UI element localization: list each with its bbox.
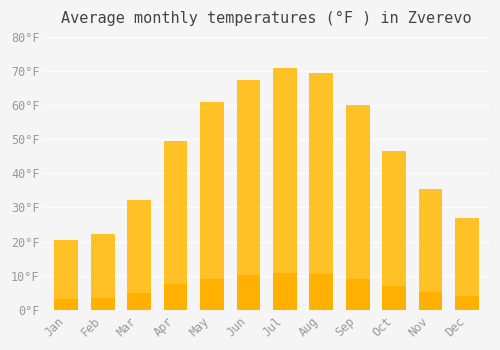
Bar: [128, 200, 151, 310]
Bar: [54, 299, 78, 310]
Bar: [382, 151, 406, 310]
Bar: [200, 102, 224, 310]
Bar: [455, 218, 479, 310]
Bar: [310, 274, 333, 310]
Bar: [273, 273, 296, 310]
Bar: [236, 80, 260, 310]
Bar: [273, 68, 296, 310]
Bar: [164, 285, 188, 310]
Bar: [128, 293, 151, 310]
Bar: [419, 189, 442, 310]
Title: Average monthly temperatures (°F ) in Zverevo: Average monthly temperatures (°F ) in Zv…: [62, 11, 472, 26]
Bar: [382, 286, 406, 310]
Bar: [455, 296, 479, 310]
Bar: [164, 141, 188, 310]
Bar: [346, 279, 370, 310]
Bar: [91, 234, 114, 310]
Bar: [54, 240, 78, 310]
Bar: [200, 279, 224, 310]
Bar: [91, 298, 114, 310]
Bar: [310, 73, 333, 310]
Bar: [236, 275, 260, 310]
Bar: [419, 292, 442, 310]
Bar: [346, 105, 370, 310]
